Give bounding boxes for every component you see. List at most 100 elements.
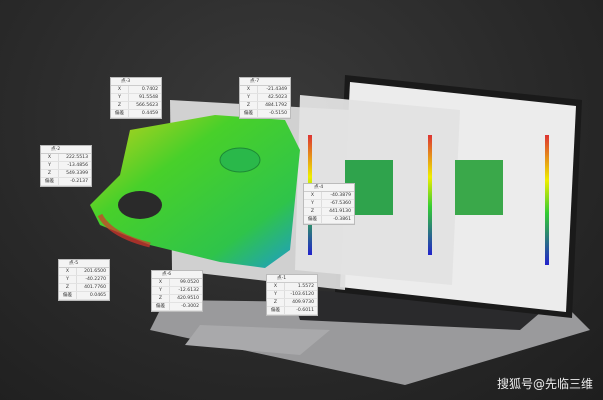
touchpad: [185, 325, 330, 355]
label-x: X: [59, 268, 77, 275]
part-boss: [219, 147, 261, 173]
label-z: Z: [304, 208, 322, 215]
label-y: Y: [59, 276, 77, 283]
row-x: X 99.0520: [152, 279, 202, 287]
value-deviation: 0.4459: [141, 111, 158, 116]
scanned-part-3d: [90, 115, 300, 268]
label-y: Y: [267, 291, 285, 298]
label-y: Y: [240, 94, 258, 101]
label-deviation: 偏差: [111, 110, 129, 117]
label-x: X: [240, 86, 258, 93]
value-x: 222.5513: [66, 155, 88, 160]
row-z: Z 409.9730: [267, 299, 317, 307]
value-x: 201.6500: [84, 269, 106, 274]
label-deviation: 偏差: [59, 292, 77, 299]
value-deviation: 0.0465: [89, 293, 106, 298]
callout-title: 点-1: [267, 275, 317, 283]
row-y: Y 91.5548: [111, 94, 161, 102]
callout-point-1: 点-1 X 1.5572 Y -103.6120 Z 409.9730 偏差 -0.60…: [266, 274, 318, 316]
callout-title: 点-7: [240, 78, 290, 86]
label-x: X: [267, 283, 285, 290]
label-deviation: 偏差: [267, 307, 285, 314]
callout-point-2: 点-2 X 222.5513 Y -13.4856 Z 549.3399 偏差 -0.2…: [40, 145, 92, 187]
part-hole: [118, 191, 162, 219]
value-z: 566.5623: [136, 103, 158, 108]
value-deviation: -0.3861: [333, 217, 351, 222]
callout-point-4: 点-4 X -40.3879 Y -67.5360 Z 441.9130 偏差 -0.3…: [303, 183, 355, 225]
value-deviation: -0.6011: [296, 308, 314, 313]
row-deviation: 偏差 -0.3002: [152, 303, 202, 311]
value-z: 409.9730: [292, 300, 314, 305]
label-deviation: 偏差: [304, 216, 322, 223]
row-z: Z 549.3399: [41, 170, 91, 178]
row-z: Z 420.9510: [152, 295, 202, 303]
row-deviation: 偏差 0.4459: [111, 110, 161, 118]
callout-title: 点-4: [304, 184, 354, 192]
label-x: X: [152, 279, 170, 286]
label-y: Y: [152, 287, 170, 294]
callout-point-7: 点-7 X -21.4349 Y 42.5023 Z 484.1792 偏差 -0.51…: [239, 77, 291, 119]
label-deviation: 偏差: [152, 303, 170, 310]
row-y: Y -67.5360: [304, 200, 354, 208]
value-x: -40.3879: [330, 193, 351, 198]
value-z: 401.7760: [84, 285, 106, 290]
value-y: -67.5360: [330, 201, 351, 206]
label-z: Z: [240, 102, 258, 109]
color-bar-3: [545, 135, 549, 265]
value-x: 99.0520: [180, 280, 199, 285]
value-x: 0.7402: [141, 87, 158, 92]
row-y: Y -40.2270: [59, 276, 109, 284]
callout-title: 点-2: [41, 146, 91, 154]
value-y: 42.5023: [268, 95, 287, 100]
label-y: Y: [304, 200, 322, 207]
callout-point-3: 点-3 X 0.7402 Y 91.5548 Z 566.5623 偏差 0.4459: [110, 77, 162, 119]
label-y: Y: [41, 162, 59, 169]
value-z: 420.9510: [177, 296, 199, 301]
value-deviation: -0.5150: [269, 111, 287, 116]
label-x: X: [304, 192, 322, 199]
row-z: Z 566.5623: [111, 102, 161, 110]
deviation-edge-highlight: [97, 213, 151, 248]
color-bar-2: [428, 135, 432, 255]
callout-point-5: 点-5 X 201.6500 Y -40.2270 Z 401.7760 偏差 0.04…: [58, 259, 110, 301]
row-deviation: 偏差 -0.6011: [267, 307, 317, 315]
value-y: -13.4856: [67, 163, 88, 168]
scan-preview-3: [455, 160, 503, 215]
row-y: Y -12.6132: [152, 287, 202, 295]
row-x: X 222.5513: [41, 154, 91, 162]
value-y: -12.6132: [178, 288, 199, 293]
value-y: 91.5548: [139, 95, 158, 100]
label-x: X: [41, 154, 59, 161]
callout-point-6: 点-6 X 99.0520 Y -12.6132 Z 420.9510 偏差 -0.30…: [151, 270, 203, 312]
row-y: Y 42.5023: [240, 94, 290, 102]
value-z: 549.3399: [66, 171, 88, 176]
row-x: X 1.5572: [267, 283, 317, 291]
row-deviation: 偏差 0.0465: [59, 292, 109, 300]
row-x: X 201.6500: [59, 268, 109, 276]
value-deviation: -0.2137: [70, 179, 88, 184]
callout-title: 点-6: [152, 271, 202, 279]
row-deviation: 偏差 -0.3861: [304, 216, 354, 224]
value-y: -40.2270: [85, 277, 106, 282]
callout-title: 点-5: [59, 260, 109, 268]
row-deviation: 偏差 -0.5150: [240, 110, 290, 118]
row-x: X 0.7402: [111, 86, 161, 94]
row-z: Z 401.7760: [59, 284, 109, 292]
callout-title: 点-3: [111, 78, 161, 86]
value-z: 484.1792: [265, 103, 287, 108]
label-z: Z: [59, 284, 77, 291]
label-x: X: [111, 86, 129, 93]
label-z: Z: [267, 299, 285, 306]
row-z: Z 441.9130: [304, 208, 354, 216]
row-y: Y -103.6120: [267, 291, 317, 299]
row-deviation: 偏差 -0.2137: [41, 178, 91, 186]
row-z: Z 484.1792: [240, 102, 290, 110]
label-z: Z: [152, 295, 170, 302]
label-deviation: 偏差: [240, 110, 258, 117]
value-y: -103.6120: [290, 292, 314, 297]
label-z: Z: [111, 102, 129, 109]
row-y: Y -13.4856: [41, 162, 91, 170]
label-z: Z: [41, 170, 59, 177]
watermark: 搜狐号@先临三维: [496, 377, 593, 391]
